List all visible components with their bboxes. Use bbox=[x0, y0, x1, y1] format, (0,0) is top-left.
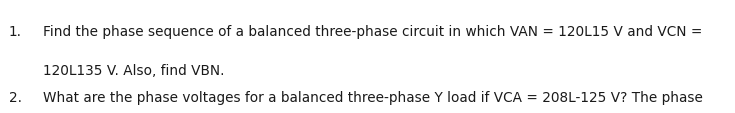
Text: 2.: 2. bbox=[9, 90, 22, 104]
Text: 1.: 1. bbox=[9, 25, 22, 39]
Text: Find the phase sequence of a balanced three-phase circuit in which VAN = 120L15 : Find the phase sequence of a balanced th… bbox=[43, 25, 702, 39]
Text: What are the phase voltages for a balanced three-phase Y load if VCA = 208L-125 : What are the phase voltages for a balanc… bbox=[43, 90, 703, 104]
Text: 120L135 V. Also, find VBN.: 120L135 V. Also, find VBN. bbox=[43, 63, 224, 77]
